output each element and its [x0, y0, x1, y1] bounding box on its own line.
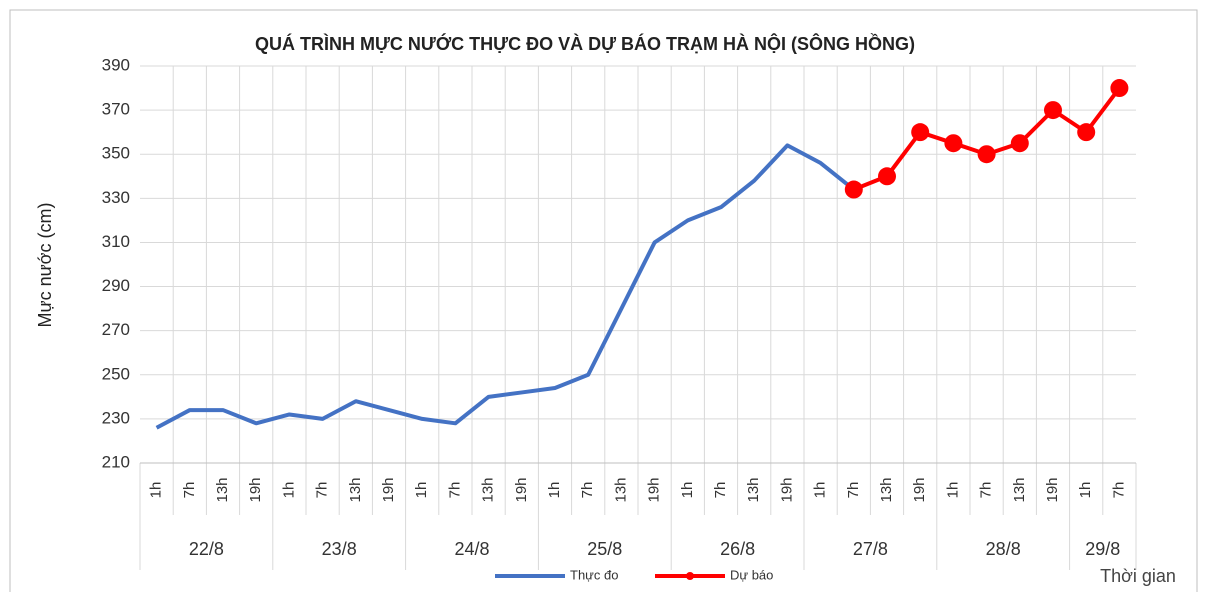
x-group-label: 23/8 [322, 539, 357, 559]
x-tick-label: 13h [214, 477, 231, 502]
x-tick-label: 19h [1044, 477, 1061, 502]
y-tick-label: 230 [102, 408, 130, 427]
x-tick-label: 19h [911, 477, 928, 502]
x-tick-label: 13h [878, 477, 895, 502]
data-point [844, 180, 863, 199]
x-tick-label: 7h [978, 482, 995, 499]
x-group-label: 22/8 [189, 539, 224, 559]
y-tick-label: 250 [102, 364, 130, 383]
y-tick-label: 370 [102, 100, 130, 119]
x-tick-label: 1h [1077, 482, 1094, 499]
x-group-label: 24/8 [454, 539, 489, 559]
x-group-label: 27/8 [853, 539, 888, 559]
x-group-label: 25/8 [587, 539, 622, 559]
chart-title: QUÁ TRÌNH MỰC NƯỚC THỰC ĐO VÀ DỰ BÁO TRẠ… [255, 33, 915, 54]
data-point [977, 145, 996, 164]
data-point [911, 123, 930, 142]
chart-frame [9, 9, 1198, 592]
x-tick-label: 13h [745, 477, 762, 502]
data-point [878, 167, 896, 186]
x-tick-label: 1h [679, 482, 696, 499]
y-tick-label: 330 [102, 188, 130, 207]
x-group-label: 29/8 [1085, 539, 1120, 559]
y-tick-label: 290 [102, 276, 130, 295]
data-point [944, 134, 963, 153]
data-point [1044, 101, 1062, 120]
series-line [155, 143, 856, 430]
y-tick-label: 310 [102, 232, 130, 251]
y-axis-label: Mực nước (cm) [35, 203, 55, 328]
x-tick-label: 1h [280, 482, 297, 499]
x-tick-label: 13h [480, 477, 497, 502]
x-tick-label: 19h [380, 477, 397, 502]
x-tick-label: 1h [148, 482, 165, 499]
x-tick-label: 19h [646, 477, 663, 502]
x-group-label: 28/8 [986, 539, 1021, 559]
legend-label: Thực đo [570, 567, 618, 582]
x-tick-label: 1h [812, 482, 829, 499]
x-tick-label: 19h [778, 477, 795, 502]
x-axis-label: Thời gian [1100, 566, 1176, 586]
x-group-label: 26/8 [720, 539, 755, 559]
y-tick-label: 270 [102, 320, 130, 339]
data-point [1110, 79, 1129, 98]
x-tick-label: 7h [579, 482, 596, 499]
x-tick-label: 7h [712, 482, 729, 499]
x-tick-label: 13h [612, 477, 629, 502]
y-tick-label: 390 [102, 55, 130, 74]
x-tick-label: 7h [446, 482, 463, 499]
legend-label: Dự báo [730, 567, 773, 582]
data-point [1010, 134, 1029, 153]
x-tick-label: 7h [1110, 482, 1127, 499]
x-tick-label: 13h [347, 477, 364, 502]
x-tick-label: 19h [513, 477, 530, 502]
y-tick-label: 350 [102, 144, 130, 163]
data-point [1077, 123, 1096, 142]
x-tick-label: 7h [181, 482, 198, 499]
x-tick-label: 1h [944, 482, 961, 499]
x-tick-label: 1h [546, 482, 563, 499]
x-tick-label: 7h [845, 482, 862, 499]
x-tick-label: 13h [1011, 477, 1028, 502]
legend-marker [686, 572, 694, 580]
y-tick-label: 210 [102, 452, 130, 471]
x-tick-label: 19h [247, 477, 264, 502]
x-tick-label: 7h [314, 482, 331, 499]
x-tick-label: 1h [413, 482, 430, 499]
